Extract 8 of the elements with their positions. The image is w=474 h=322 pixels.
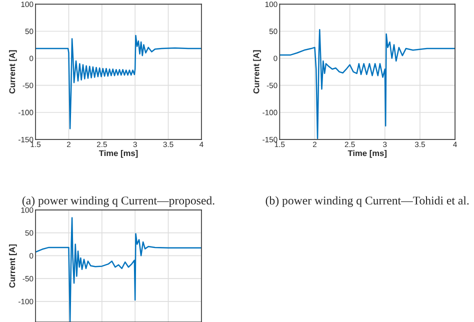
x-axis-title: Time [ms] (348, 150, 386, 158)
line-series (36, 34, 202, 130)
text: (b) power winding q Current—Tohidi et al. (266, 196, 469, 207)
y-axis-title: Current [A] (253, 50, 261, 94)
y-axis-title: Current [A] (9, 50, 17, 94)
text: (a) power winding q Current—proposed. (22, 196, 214, 207)
y-axis-title: Current [A] (9, 244, 17, 288)
x-axis-title: Time [ms] (98, 150, 138, 158)
